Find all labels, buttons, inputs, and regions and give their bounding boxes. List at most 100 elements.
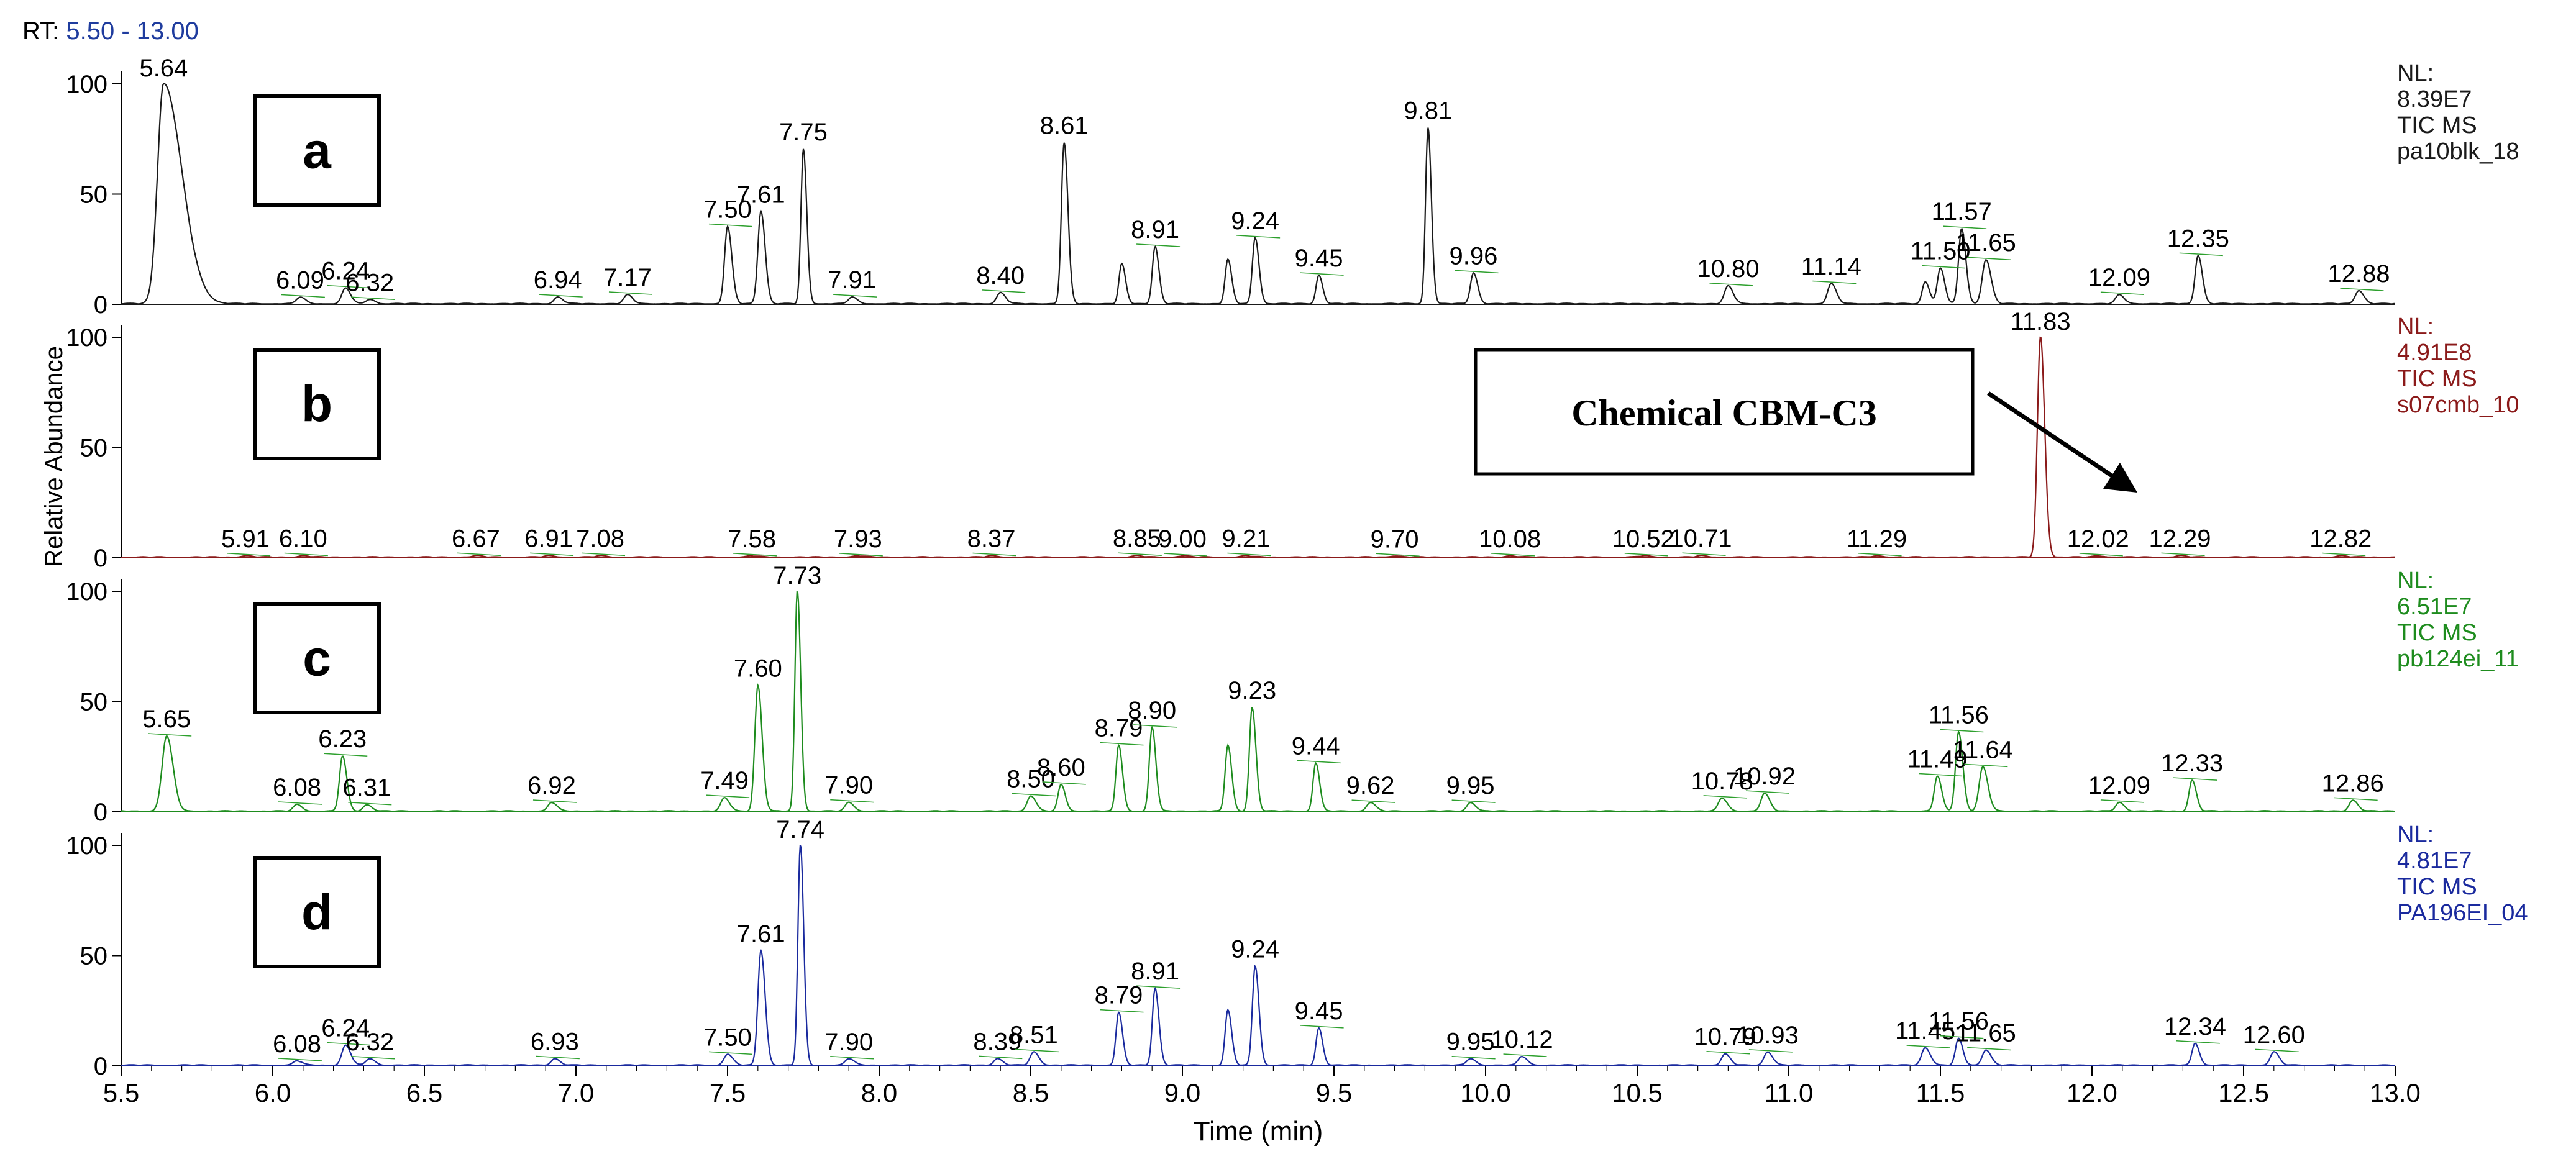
peak-label-b: 10.52 (1612, 525, 1674, 553)
x-tick-label: 9.5 (1316, 1078, 1352, 1107)
peak-annotation-mark-c (1042, 781, 1086, 785)
x-tick-label: 9.0 (1164, 1078, 1200, 1107)
peak-label-d: 8.51 (1010, 1021, 1058, 1048)
peak-label-c: 10.92 (1733, 763, 1796, 790)
peak-label-a: 7.61 (737, 181, 785, 208)
peak-label-a: 6.24 (321, 258, 370, 285)
x-tick-label: 12.5 (2218, 1078, 2269, 1107)
peak-annotation-mark-b (1227, 552, 1271, 557)
trace-b (121, 336, 2395, 558)
peak-annotation-mark-a (2179, 252, 2223, 257)
peak-label-d: 9.95 (1446, 1029, 1495, 1056)
peak-annotation-mark-c (532, 799, 577, 803)
file-name-b: s07cmb_10 (2397, 392, 2519, 418)
x-tick-label: 7.0 (558, 1078, 594, 1107)
y-tick-label-b: 100 (66, 324, 107, 352)
peak-annotation-mark-a (2340, 288, 2384, 291)
peak-annotation-mark-d (2176, 1040, 2220, 1044)
peak-label-d: 11.65 (1956, 1020, 2016, 1047)
peak-annotation-mark-b (284, 552, 328, 557)
peak-label-d: 6.93 (531, 1029, 579, 1056)
peak-label-b: 10.71 (1669, 525, 1732, 552)
peak-annotation-mark-d (2255, 1048, 2299, 1053)
y-tick-label-c: 50 (80, 689, 108, 716)
peak-label-d: 7.61 (737, 920, 785, 948)
y-tick-label-d: 50 (80, 943, 108, 970)
peak-label-d: 8.91 (1131, 958, 1179, 985)
peak-annotation-mark-c (1745, 790, 1790, 794)
scan-type-a: TIC MS (2397, 112, 2477, 139)
peak-label-c: 11.49 (1907, 746, 1968, 773)
peak-annotation-mark-d (351, 1056, 395, 1060)
peak-annotation-mark-a (2100, 291, 2144, 295)
peak-label-a: 7.50 (703, 196, 752, 224)
peak-label-c: 11.64 (1953, 736, 2013, 763)
peak-annotation-mark-c (1703, 795, 1747, 799)
peak-annotation-mark-b (530, 552, 574, 557)
y-tick-label-d: 0 (94, 1053, 107, 1080)
peak-label-b: 12.82 (2309, 525, 2372, 553)
panel-letter-a: a (303, 123, 332, 180)
panel-letter-c: c (303, 630, 331, 687)
peak-annotation-mark-a (708, 223, 753, 227)
peak-annotation-mark-c (1133, 724, 1177, 728)
peak-annotation-mark-a (1136, 243, 1181, 247)
peak-label-d: 11.56 (1929, 1008, 1989, 1035)
nl-label-c: NL: (2397, 568, 2434, 594)
peak-annotation-mark-c (1919, 773, 1963, 777)
peak-label-c: 8.50 (1007, 766, 1055, 793)
peak-annotation-mark-a (1455, 270, 1499, 274)
peak-label-b: 6.91 (524, 525, 573, 552)
peak-label-b: 12.29 (2149, 525, 2211, 552)
x-tick-label: 13.0 (2370, 1078, 2421, 1107)
peak-label-a: 11.65 (1956, 229, 2016, 257)
peak-label-c: 12.86 (2322, 770, 2384, 797)
y-tick-label-a: 0 (94, 291, 107, 319)
peak-label-c: 7.73 (773, 562, 821, 589)
peak-annotation-mark-a (982, 289, 1026, 293)
peak-annotation-mark-b (1163, 553, 1208, 557)
peak-label-a: 6.94 (534, 266, 582, 294)
peak-label-d: 10.12 (1491, 1026, 1553, 1053)
peak-label-a: 6.09 (276, 266, 324, 294)
x-tick-label: 8.0 (861, 1078, 897, 1107)
peak-annotation-mark-c (706, 794, 750, 798)
peak-label-b: 12.02 (2067, 525, 2129, 553)
panel-letter-b: b (301, 376, 332, 433)
peak-annotation-mark-d (708, 1051, 753, 1055)
peak-label-c: 10.78 (1691, 768, 1753, 795)
peak-label-b: 7.08 (576, 525, 624, 552)
peak-annotation-mark-c (1964, 763, 2008, 768)
y-tick-label-c: 0 (94, 799, 107, 826)
x-tick-label: 8.5 (1013, 1078, 1049, 1107)
peak-label-b: 10.08 (1479, 525, 1541, 553)
peak-annotation-mark-d (1940, 1035, 1984, 1039)
peak-annotation-mark-a (1300, 272, 1344, 276)
peak-label-a: 7.75 (779, 119, 828, 146)
peak-label-c: 8.90 (1128, 697, 1176, 724)
peak-label-d: 8.39 (973, 1028, 1021, 1055)
peak-annotation-mark-b (227, 553, 271, 557)
peak-annotation-mark-c (2173, 777, 2217, 781)
x-tick-label: 5.5 (103, 1078, 139, 1107)
peak-annotation-mark-c (2100, 799, 2144, 803)
peak-annotation-mark-c (1012, 793, 1056, 797)
peak-label-a: 5.64 (139, 55, 188, 82)
peak-annotation-mark-a (281, 294, 325, 298)
peak-annotation-mark-b (2161, 552, 2205, 557)
peak-label-a: 9.96 (1450, 242, 1498, 270)
y-tick-label-a: 50 (80, 181, 108, 209)
peak-annotation-mark-a (1709, 283, 1753, 286)
peak-annotation-mark-b (839, 553, 883, 557)
peak-label-b: 8.85 (1113, 525, 1161, 552)
peak-label-c: 9.95 (1446, 772, 1495, 799)
peak-annotation-mark-c (830, 799, 874, 803)
peak-label-d: 8.79 (1095, 982, 1143, 1009)
peak-label-d: 11.45 (1895, 1017, 1955, 1045)
peak-annotation-mark-d (979, 1055, 1023, 1060)
peak-annotation-mark-d (1136, 985, 1181, 989)
peak-annotation-mark-b (2322, 552, 2366, 557)
peak-label-a: 11.57 (1932, 198, 1992, 225)
y-tick-label-c: 100 (66, 578, 107, 606)
peak-annotation-mark-b (1376, 553, 1420, 557)
